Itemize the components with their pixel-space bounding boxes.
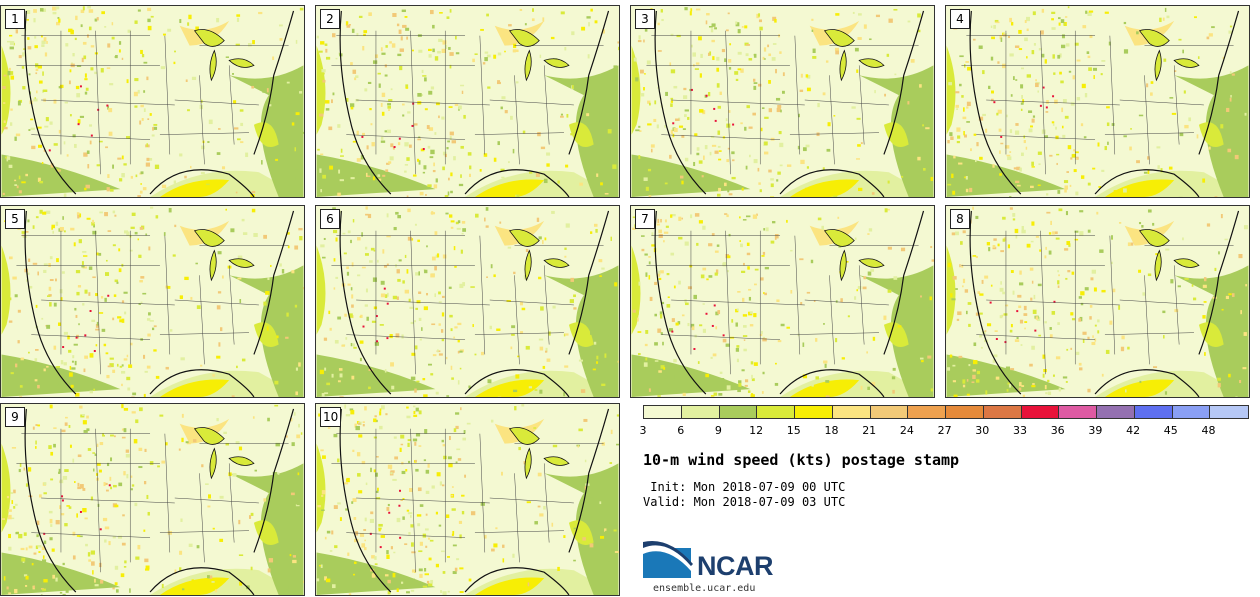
colorbar-tick-label: 39 (1088, 424, 1103, 437)
colorbar-segment (1209, 405, 1249, 419)
colorbar-tick-label: 9 (714, 424, 722, 437)
colorbar-tick-label: 18 (824, 424, 839, 437)
colorbar-segment (1171, 405, 1211, 419)
colorbar-segment (794, 405, 833, 419)
chart-title: 10-m wind speed (kts) postage stamp (643, 451, 960, 469)
ensemble-member-panel: 9 (0, 403, 305, 596)
member-number-label: 4 (950, 9, 970, 29)
colorbar-tick-label: 30 (975, 424, 990, 437)
ensemble-member-panel: 1 (0, 5, 305, 198)
colorbar-tick-label: 36 (1050, 424, 1065, 437)
colorbar-tick-label: 3 (639, 424, 647, 437)
ncar-logo-icon (643, 540, 693, 578)
wind-speed-map (1, 6, 304, 197)
colorbar-segment (982, 405, 1022, 419)
colorbar-tick-label: 12 (749, 424, 764, 437)
colorbar-segment (1096, 405, 1135, 419)
ensemble-member-panel: 6 (315, 205, 620, 398)
colorbar-tick-label: 48 (1201, 424, 1216, 437)
valid-time: Valid: Mon 2018-07-09 03 UTC (643, 495, 846, 509)
colorbar-tick-label: 33 (1013, 424, 1027, 437)
wind-speed-map (316, 8, 619, 197)
ensemble-member-panel: 4 (945, 5, 1250, 198)
ncar-logo-text: NCAR (697, 551, 774, 581)
wind-speed-colorbar (643, 405, 1249, 419)
member-number-label: 2 (320, 9, 340, 29)
colorbar-segment (831, 405, 871, 419)
ensemble-member-panel: 8 (945, 205, 1250, 398)
member-number-label: 7 (635, 209, 655, 229)
ensemble-member-panel: 2 (315, 5, 620, 198)
colorbar-tick-label: 15 (786, 424, 801, 437)
wind-speed-map (946, 6, 1249, 197)
wind-speed-map (1, 404, 304, 595)
init-time: Init: Mon 2018-07-09 00 UTC (643, 480, 846, 494)
wind-speed-map (946, 206, 1249, 397)
ensemble-member-panel: 7 (630, 205, 935, 398)
member-number-label: 6 (320, 209, 340, 229)
member-number-label: 10 (320, 407, 342, 427)
colorbar-tick-label: 42 (1126, 424, 1141, 437)
colorbar-segment (1020, 405, 1060, 419)
colorbar-segment (945, 405, 984, 419)
member-number-label: 8 (950, 209, 970, 229)
wind-speed-map (631, 208, 934, 397)
website-url: ensemble.ucar.edu (653, 583, 756, 594)
ensemble-member-panel: 5 (0, 205, 305, 398)
colorbar-tick-label: 27 (937, 424, 952, 437)
colorbar-segment (1133, 405, 1173, 419)
colorbar-segment (907, 405, 946, 419)
colorbar-segment (718, 405, 758, 419)
colorbar-tick-label: 45 (1163, 424, 1178, 437)
wind-speed-map (316, 404, 619, 595)
wind-speed-map (316, 206, 619, 397)
wind-speed-map (631, 7, 934, 197)
colorbar-segment (756, 405, 795, 419)
colorbar-tick-label: 6 (677, 424, 685, 437)
colorbar-segment (869, 405, 909, 419)
colorbar-tick-label: 21 (862, 424, 877, 437)
ensemble-member-panel: 3 (630, 5, 935, 198)
member-number-label: 3 (635, 9, 655, 29)
member-number-label: 9 (5, 407, 25, 427)
colorbar-segment (680, 405, 720, 419)
wind-speed-map (1, 206, 304, 397)
colorbar-segment (1058, 405, 1097, 419)
colorbar-tick-label: 24 (899, 424, 914, 437)
colorbar-segment (643, 405, 682, 419)
member-number-label: 1 (5, 9, 25, 29)
member-number-label: 5 (5, 209, 25, 229)
ensemble-member-panel: 10 (315, 403, 620, 596)
